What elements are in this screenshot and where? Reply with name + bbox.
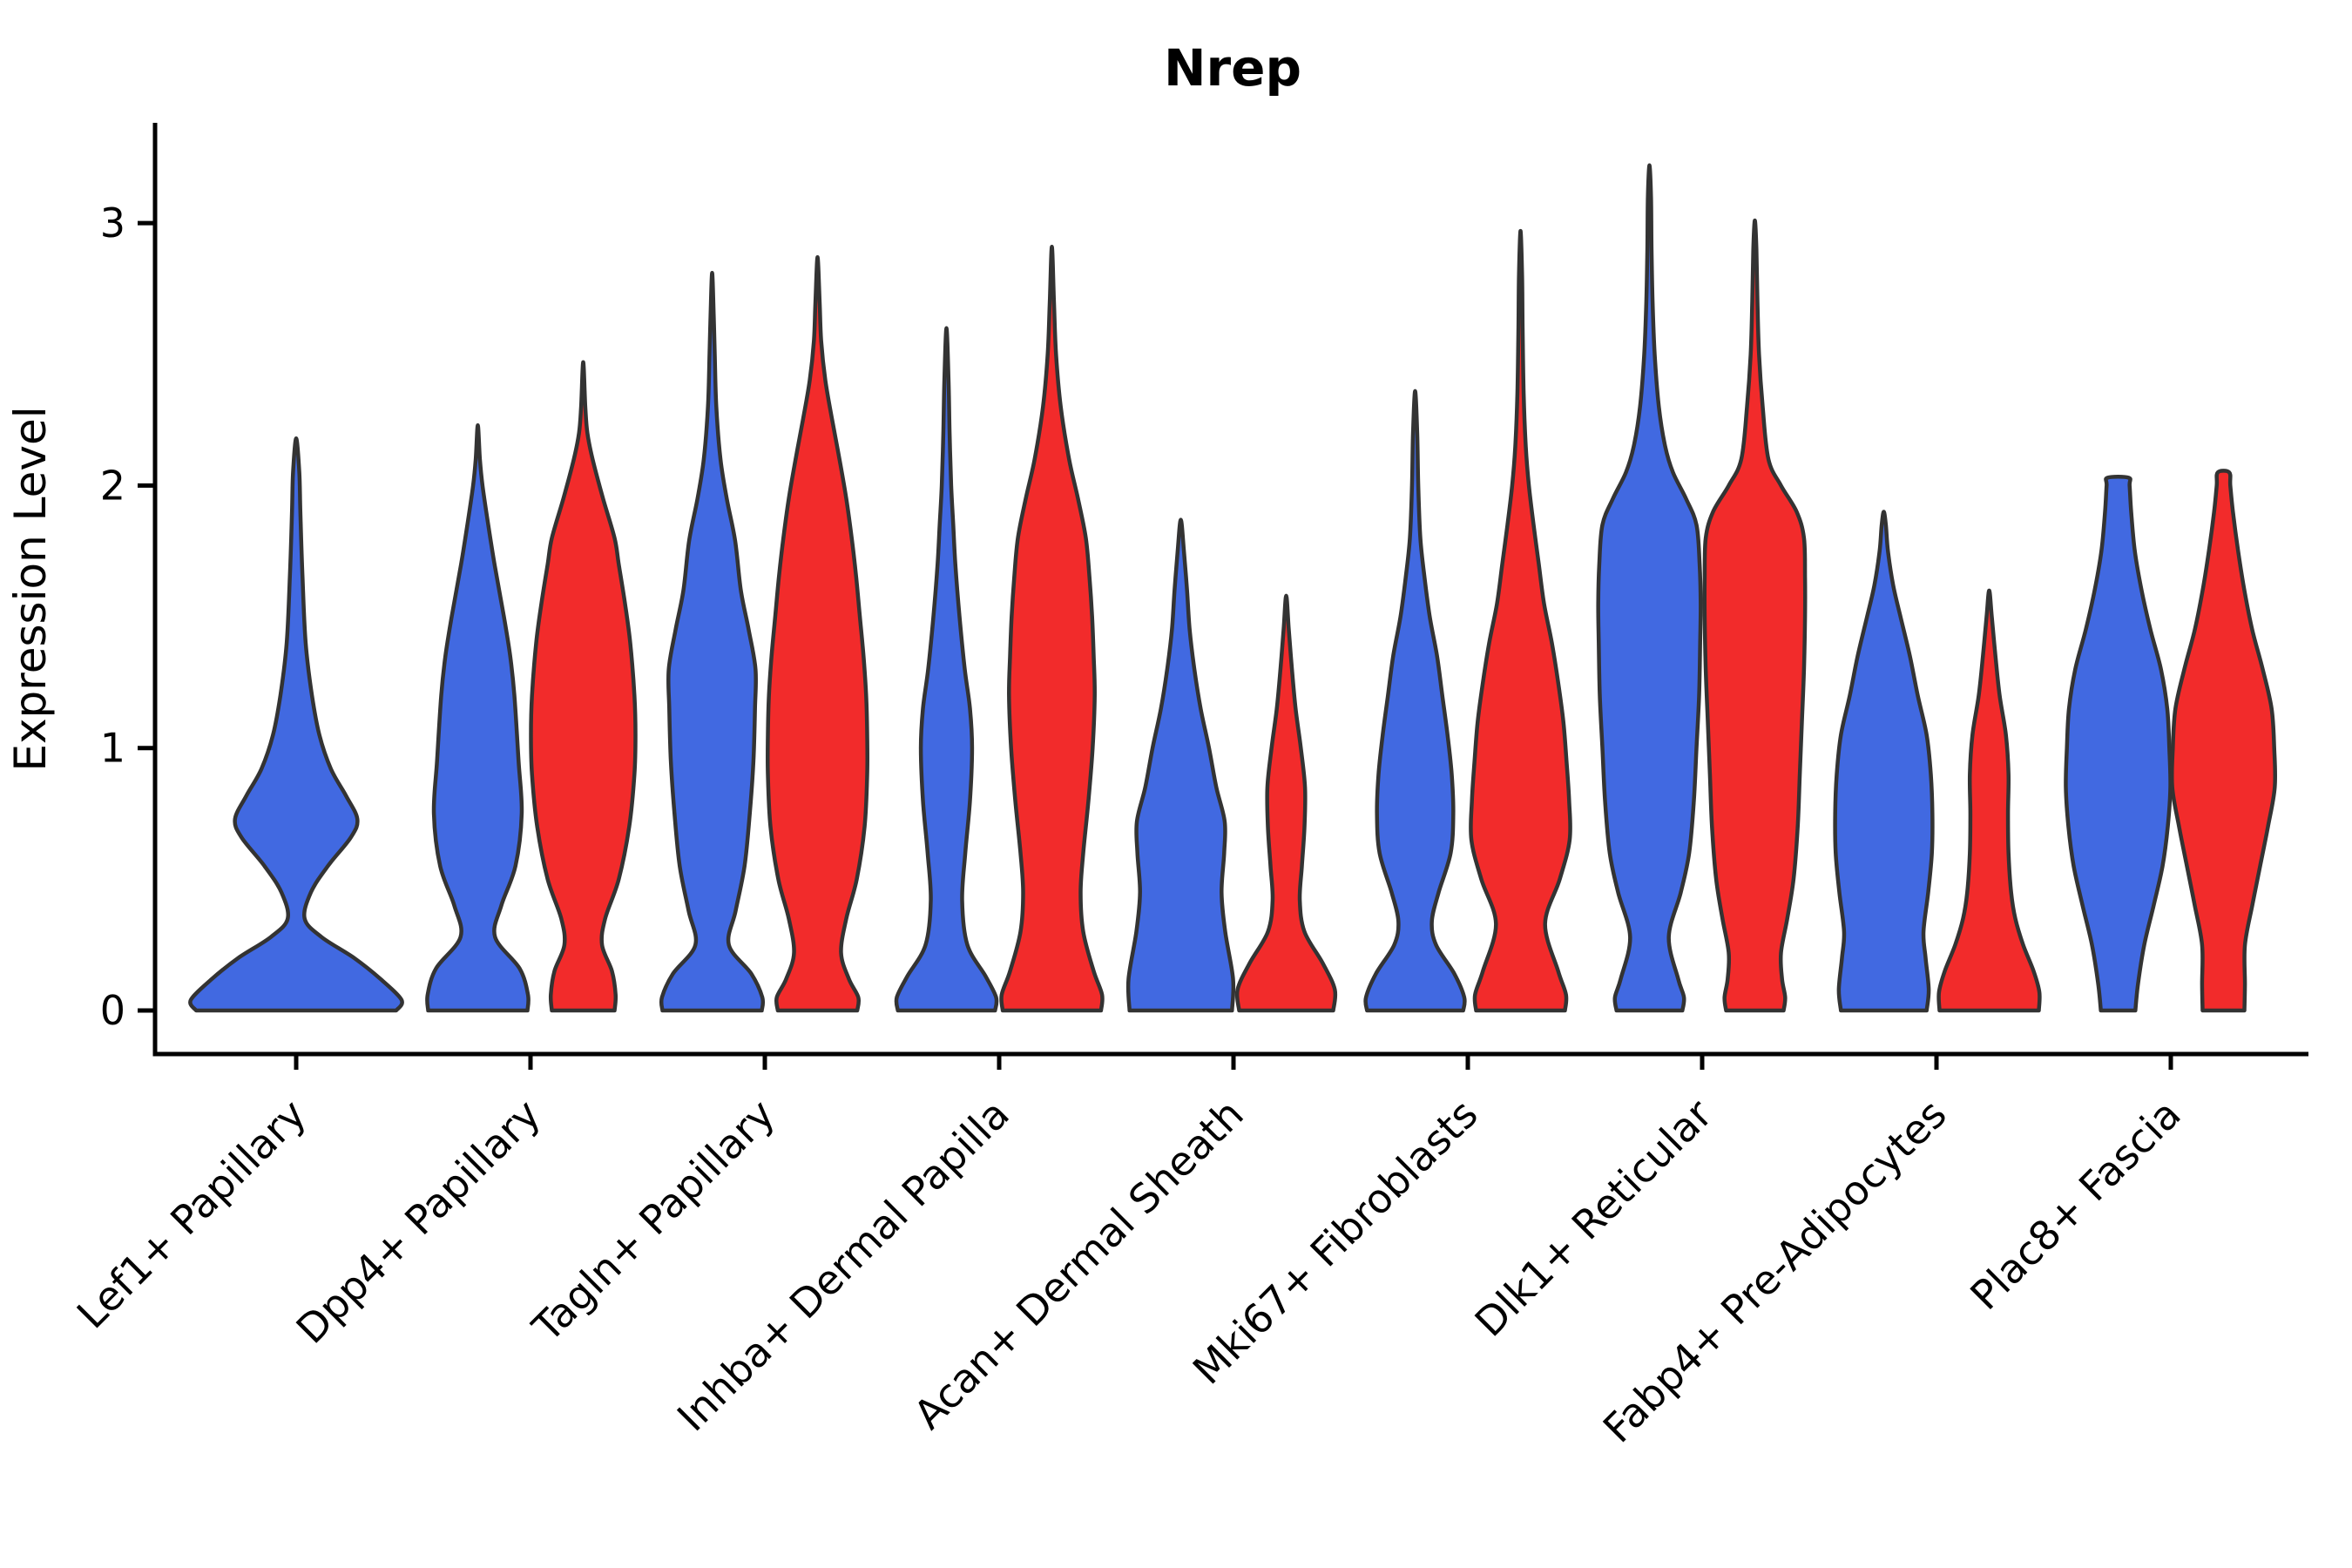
violin-blue-dpp4-papillary <box>425 422 531 1013</box>
x-tick-label: Plac8+ Fascia <box>1961 1091 2189 1319</box>
violin-red-tagln-papillary <box>765 255 870 1013</box>
violin-red-acan-dermal-sheath <box>1234 593 1338 1013</box>
violin-red-plac8-fascia <box>2169 469 2278 1013</box>
violin-blue-acan-dermal-sheath <box>1125 517 1236 1013</box>
x-tick-label: Dlk1+ Reticular <box>1466 1091 1721 1346</box>
y-tick-label: 2 <box>100 462 125 509</box>
violin-red-mki67-fibroblasts <box>1469 228 1572 1013</box>
violin-blue-inhba-dermal-papilla <box>894 326 999 1013</box>
x-tick-label: Lef1+ Papillary <box>68 1091 315 1338</box>
y-tick-label: 0 <box>100 987 125 1034</box>
violin-red-dpp4-papillary <box>529 360 638 1013</box>
violin-red-fabp4-pre-adipocytes <box>1936 588 2042 1013</box>
violin-blue-dlk1-reticular <box>1596 163 1703 1013</box>
x-tick-label: Dpp4+ Papillary <box>287 1091 550 1353</box>
violins <box>188 163 2278 1013</box>
y-axis-label: Expression Level <box>5 406 56 771</box>
violin-blue-lef1-papillary <box>188 436 404 1013</box>
y-tick-label: 1 <box>100 725 125 772</box>
violin-red-dlk1-reticular <box>1702 218 1808 1013</box>
violin-blue-tagln-papillary <box>659 271 766 1013</box>
plot-title: Nrep <box>1164 38 1301 98</box>
violin-red-inhba-dermal-papilla <box>999 244 1105 1013</box>
y-tick-label: 3 <box>100 199 125 247</box>
violin-blue-plac8-fascia <box>2064 475 2173 1013</box>
violin-blue-fabp4-pre-adipocytes <box>1833 510 1935 1013</box>
violin-blue-mki67-fibroblasts <box>1363 389 1467 1013</box>
x-tick-label: Tagln+ Papillary <box>523 1091 784 1352</box>
